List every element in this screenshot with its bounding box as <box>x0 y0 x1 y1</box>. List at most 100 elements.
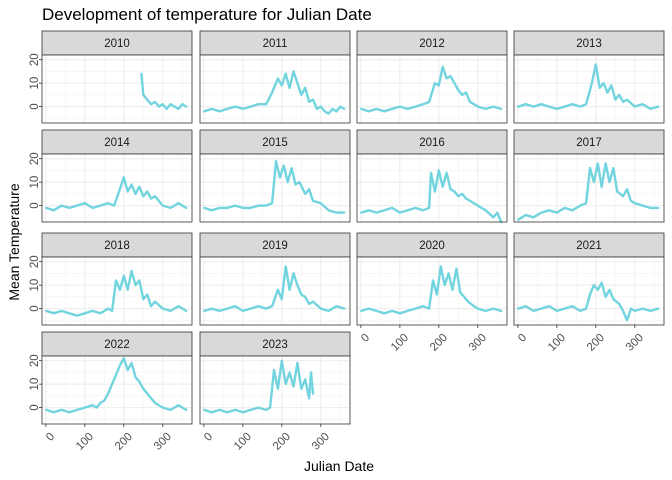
facet-strip-label-2016: 2016 <box>419 137 445 149</box>
y-tick-label: 20 <box>29 255 41 268</box>
series-line-2022 <box>45 357 188 414</box>
panel-border-2020 <box>356 256 508 326</box>
facet-strip-label-2020: 2020 <box>419 240 445 252</box>
facet-panel-2020: 2020 0 100 200 300 <box>356 232 508 354</box>
facet-strip-2016 <box>356 129 508 155</box>
x-tick-label: 300 <box>467 332 489 354</box>
panel-border-2012 <box>356 54 508 124</box>
panel-background-2017 <box>514 154 664 222</box>
series-line-2019 <box>203 265 346 313</box>
y-axis-label: Mean Temperature <box>6 183 22 300</box>
facet-strip-label-2022: 2022 <box>104 339 130 351</box>
y-tick-label: 20 <box>29 354 41 367</box>
panel-background-2010 <box>42 55 192 123</box>
facet-strip-label-2011: 2011 <box>263 38 288 50</box>
panel-border-2021 <box>513 256 665 326</box>
panel-border-2019 <box>199 256 351 326</box>
panel-border-2017 <box>513 153 665 223</box>
facet-strip-2010 <box>41 30 193 56</box>
series-line-2013 <box>517 63 660 111</box>
series-line-2012 <box>360 65 503 113</box>
x-tick-label: 100 <box>389 332 411 354</box>
y-tick-label: 10 <box>29 77 41 90</box>
x-axis-label: Julian Date <box>304 458 374 474</box>
facet-strip-2019 <box>199 232 351 258</box>
panel-border-2022 <box>41 355 193 425</box>
panel-border-2023 <box>199 355 351 425</box>
x-tick-label: 200 <box>113 431 135 453</box>
series-line-2021 <box>517 281 660 322</box>
facet-panel-2015: 2015 <box>199 129 351 223</box>
facet-strip-label-2010: 2010 <box>104 38 130 50</box>
facet-strip-label-2023: 2023 <box>262 339 288 351</box>
facet-strip-2021 <box>513 232 665 258</box>
series-line-2018 <box>45 269 188 317</box>
panel-border-2014 <box>41 153 193 223</box>
panel-border-2013 <box>513 54 665 124</box>
series-line-2016 <box>360 169 503 224</box>
x-tick-label: 0 <box>44 431 57 444</box>
facet-panel-2012: 2012 <box>356 30 508 124</box>
series-line-2010 <box>140 72 188 111</box>
facet-strip-label-2021: 2021 <box>576 240 602 252</box>
facet-strip-label-2014: 2014 <box>104 137 130 149</box>
series-line-2015 <box>203 159 346 214</box>
facet-panel-2019: 2019 <box>199 232 351 326</box>
facet-strip-2023 <box>199 331 351 357</box>
facet-panel-2014: 2014 0 10 20 <box>29 129 193 223</box>
y-tick-label: 0 <box>29 103 41 109</box>
facet-strip-2022 <box>41 331 193 357</box>
panel-border-2018 <box>41 256 193 326</box>
series-line-2017 <box>517 162 660 221</box>
panel-background-2014 <box>42 154 192 222</box>
y-tick-label: 0 <box>29 202 41 208</box>
x-tick-label: 300 <box>624 332 646 354</box>
y-tick-label: 20 <box>29 152 41 165</box>
facet-strip-2014 <box>41 129 193 155</box>
panel-background-2013 <box>514 55 664 123</box>
x-tick-label: 200 <box>271 431 293 453</box>
facet-panel-2010: 2010 0 10 20 <box>29 30 193 124</box>
facet-panel-2016: 2016 <box>356 129 508 224</box>
y-tick-label: 0 <box>29 404 41 410</box>
facet-strip-2020 <box>356 232 508 258</box>
series-line-2014 <box>45 176 188 212</box>
x-tick-label: 100 <box>232 431 254 453</box>
facet-strip-label-2019: 2019 <box>262 240 288 252</box>
facet-panel-2018: 2018 0 10 20 <box>29 232 193 326</box>
facet-strip-2012 <box>356 30 508 56</box>
facet-strip-label-2017: 2017 <box>576 137 602 149</box>
panel-background-2023 <box>200 356 350 424</box>
panel-background-2021 <box>514 257 664 325</box>
x-tick-label: 0 <box>516 332 529 345</box>
panel-border-2010 <box>41 54 193 124</box>
facet-strip-2013 <box>513 30 665 56</box>
y-tick-label: 10 <box>29 279 41 292</box>
facet-panel-2017: 2017 <box>513 129 665 223</box>
facet-panel-2023: 2023 0 100 200 300 <box>199 331 351 453</box>
facet-strip-label-2012: 2012 <box>419 38 445 50</box>
x-tick-label: 100 <box>74 431 96 453</box>
y-tick-label: 20 <box>29 53 41 66</box>
facet-panel-2021: 2021 0 100 200 300 <box>513 232 665 354</box>
facet-strip-2011 <box>199 30 351 56</box>
panel-border-2016 <box>356 153 508 223</box>
x-tick-label: 100 <box>546 332 568 354</box>
series-line-2011 <box>203 70 346 115</box>
facet-panel-2013: 2013 <box>513 30 665 124</box>
x-tick-label: 200 <box>585 332 607 354</box>
x-tick-label: 0 <box>359 332 372 345</box>
panel-background-2019 <box>200 257 350 325</box>
y-tick-label: 10 <box>29 378 41 391</box>
facet-strip-label-2015: 2015 <box>262 137 288 149</box>
x-tick-label: 300 <box>310 431 332 453</box>
panel-border-2011 <box>199 54 351 124</box>
facet-strip-2017 <box>513 129 665 155</box>
series-line-2020 <box>360 265 503 315</box>
x-tick-label: 0 <box>202 431 215 444</box>
facet-strip-label-2013: 2013 <box>576 38 602 50</box>
chart-title: Development of temperature for Julian Da… <box>42 5 372 24</box>
